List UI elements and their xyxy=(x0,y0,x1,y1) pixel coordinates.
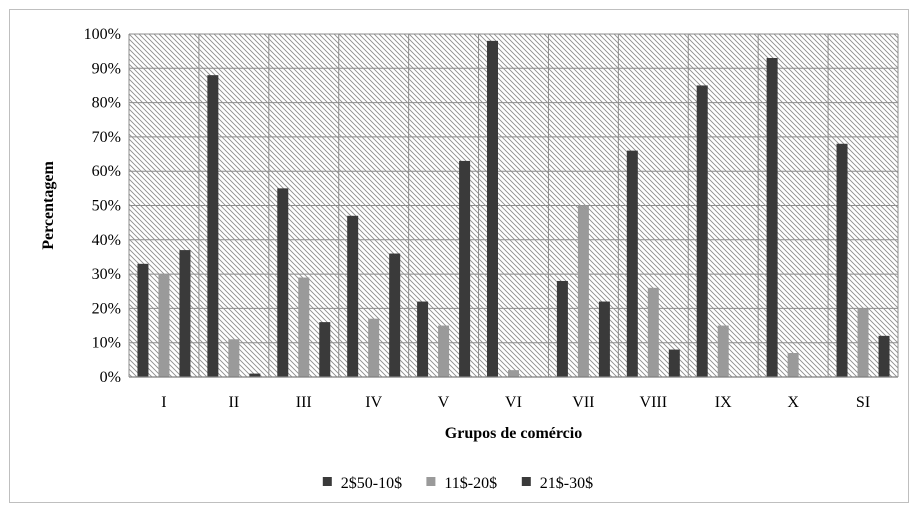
bar xyxy=(857,308,869,377)
bar xyxy=(438,325,450,377)
legend-label: 11$-20$ xyxy=(444,475,497,492)
bar xyxy=(487,40,498,378)
x-tick-label: I xyxy=(161,394,166,411)
bar xyxy=(459,160,471,377)
x-tick-label: SI xyxy=(856,394,870,411)
x-tick-label: IV xyxy=(365,394,382,411)
x-axis-title: Grupos de comércio xyxy=(445,425,582,442)
bar xyxy=(368,318,380,377)
bar xyxy=(766,58,778,377)
bar xyxy=(158,274,170,377)
bar xyxy=(787,352,799,377)
y-tick-label: 90% xyxy=(92,60,121,77)
x-tick-label: III xyxy=(296,394,312,411)
bar xyxy=(577,205,589,377)
bar xyxy=(836,143,848,377)
bar xyxy=(347,215,359,377)
legend-swatch xyxy=(426,477,436,486)
y-tick-label: 20% xyxy=(92,300,121,317)
bar xyxy=(417,301,429,377)
bar xyxy=(556,280,568,377)
x-tick-label: VII xyxy=(572,394,594,411)
legend-swatch xyxy=(521,477,531,486)
x-tick-label: X xyxy=(787,394,799,411)
x-tick-label: IX xyxy=(715,394,732,411)
bar xyxy=(207,75,219,377)
y-tick-label: 40% xyxy=(92,232,121,249)
y-tick-label: 10% xyxy=(92,335,121,352)
y-tick-label: 0% xyxy=(100,369,121,386)
y-tick-label: 30% xyxy=(92,266,121,283)
legend-label: 21$-30$ xyxy=(540,475,593,492)
bar xyxy=(626,150,638,377)
gridlines xyxy=(128,33,899,378)
bar xyxy=(228,339,240,377)
bar xyxy=(717,325,729,377)
bar xyxy=(319,322,331,377)
bar xyxy=(389,253,401,377)
y-tick-label: 100% xyxy=(84,26,121,43)
bar xyxy=(508,370,519,377)
y-tick-label: 50% xyxy=(92,198,121,215)
x-tick-label: II xyxy=(229,394,240,411)
bar xyxy=(179,250,191,377)
bar xyxy=(647,287,659,377)
y-axis-title: Percentagem xyxy=(40,161,57,250)
y-tick-label: 70% xyxy=(92,129,121,146)
bar xyxy=(137,263,149,377)
x-tick-label: VI xyxy=(505,394,522,411)
y-tick-label: 60% xyxy=(92,163,121,180)
legend-swatch xyxy=(322,477,332,486)
bar xyxy=(696,85,708,377)
bar xyxy=(298,277,310,377)
bar xyxy=(277,188,289,377)
y-tick-label: 80% xyxy=(92,95,121,112)
x-tick-label: VIII xyxy=(640,394,668,411)
bar xyxy=(878,335,890,377)
legend: 2$50-10$ 11$-20$ 21$-30$ xyxy=(322,475,593,492)
bar xyxy=(249,373,261,377)
chart-frame: 0% 10% 20% 30% 40% 50% 60% 70% 80% 90% 100% I II III I… xyxy=(9,9,909,503)
bars xyxy=(137,40,890,378)
tick-labels: 0%10%20%30%40%50%60%70%80%90%100%I II III I… xyxy=(84,26,870,411)
legend-label: 2$50-10$ xyxy=(341,475,402,492)
bar-chart: 0%10%20%30%40%50%60%70%80%90%100%I II III I… xyxy=(40,26,899,492)
x-tick-label: V xyxy=(438,394,450,411)
bar xyxy=(668,349,680,377)
bar xyxy=(598,301,610,377)
